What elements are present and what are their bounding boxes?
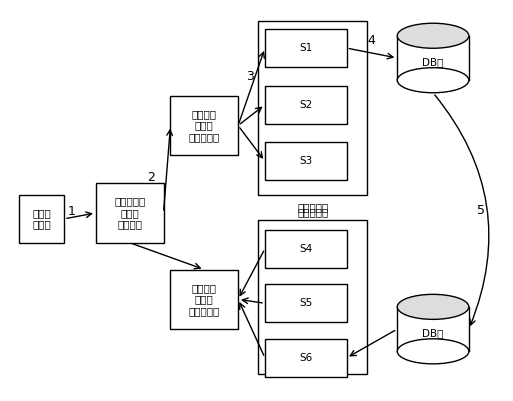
Text: 2: 2	[147, 171, 155, 184]
Bar	[265, 284, 346, 322]
Ellipse shape	[397, 339, 469, 364]
Text: クラスタ１: クラスタ１	[297, 207, 328, 217]
Text: DB１: DB１	[422, 57, 444, 67]
Text: 3: 3	[246, 70, 254, 83]
Bar	[170, 269, 238, 329]
Text: クラスタ２: クラスタ２	[297, 202, 328, 212]
Text: 4: 4	[367, 34, 375, 47]
Text: ローカル
ロード
バランサ１: ローカル ロード バランサ１	[189, 109, 220, 142]
Bar	[170, 96, 238, 155]
Text: グローバル
ロード
バランサ: グローバル ロード バランサ	[114, 196, 145, 229]
Bar	[265, 142, 346, 180]
Bar	[265, 230, 346, 267]
Bar	[19, 195, 64, 243]
Bar	[265, 29, 346, 67]
Bar	[258, 220, 367, 374]
Bar	[258, 21, 367, 195]
Bar	[265, 86, 346, 124]
Ellipse shape	[397, 23, 469, 48]
Text: S4: S4	[299, 244, 312, 254]
Text: S5: S5	[299, 298, 312, 308]
Text: クライ
アント: クライ アント	[32, 208, 51, 230]
Text: S2: S2	[299, 100, 312, 109]
Text: DB２: DB２	[422, 328, 444, 338]
Ellipse shape	[397, 294, 469, 319]
Bar	[265, 339, 346, 377]
Text: 1: 1	[68, 205, 76, 219]
Text: S1: S1	[299, 43, 312, 53]
Text: S6: S6	[299, 353, 312, 363]
Bar	[96, 183, 164, 243]
Ellipse shape	[397, 68, 469, 93]
Text: S3: S3	[299, 156, 312, 166]
Text: ローカル
ロード
バランサ２: ローカル ロード バランサ２	[189, 283, 220, 316]
Text: 5: 5	[477, 205, 485, 217]
